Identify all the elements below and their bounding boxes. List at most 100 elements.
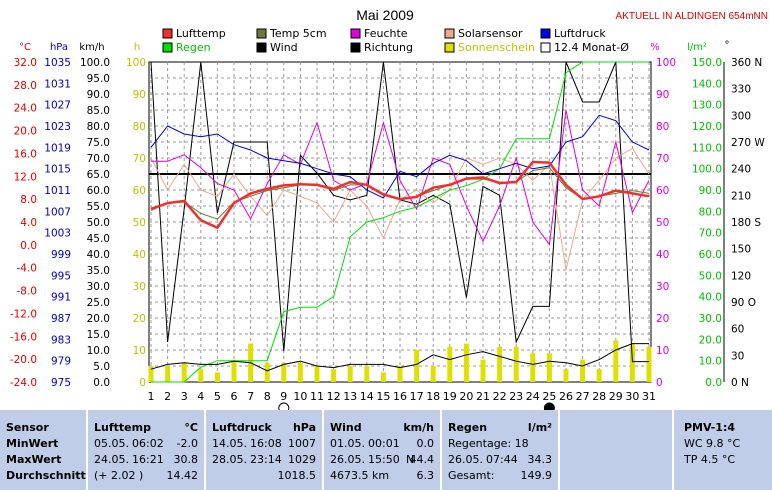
wind-tick-label: 20.0 [87, 313, 110, 325]
legend-label: Wind [270, 41, 298, 54]
sunshine-bar [497, 346, 503, 382]
luftdruck-unit: hPa [292, 421, 316, 434]
legend-label: Temp 5cm [269, 27, 327, 40]
h-tick-label: 30 [133, 281, 146, 293]
series-lines [150, 61, 650, 383]
temp-tick-label: -12.0 [10, 308, 37, 320]
x-tick-label: 26 [559, 390, 573, 403]
temp-tick-label: 4.0 [20, 217, 37, 229]
pct-tick-label: 90 [656, 89, 669, 101]
x-tick-label: 14 [360, 390, 374, 403]
sunshine-bar [214, 372, 220, 382]
regen-max-time: 07:44 [486, 453, 518, 466]
lufttemp-min-value: -2.0 [176, 437, 198, 450]
sunshine-bar [148, 366, 154, 382]
lufttemp-min-date: 05.05. [94, 437, 129, 450]
pct-tick-label: 30 [656, 281, 669, 293]
x-tick-label: 9 [280, 390, 287, 403]
regen-panel: Regen l/m² Regentage: 18 26.05. 07:44 34.3 … [442, 410, 560, 490]
x-tick-label: 24 [526, 390, 540, 403]
h-tick-label: 10 [133, 345, 146, 357]
press-unit-label: hPa [50, 42, 68, 53]
temp-tick-label: 12.0 [14, 171, 37, 183]
rain-tick-label: 140.0 [692, 78, 722, 90]
max-label: MaxWert [6, 453, 62, 466]
dir-tick-label: 90 O [731, 297, 756, 309]
luftdruck-min-value: 1007 [288, 437, 316, 450]
x-tick-label: 12 [327, 390, 341, 403]
sunshine-bar [629, 343, 635, 382]
h-tick-label: 20 [133, 313, 146, 325]
press-tick-label: 1031 [44, 78, 71, 90]
x-tick-label: 28 [592, 390, 606, 403]
sunshine-bar [596, 369, 602, 382]
press-tick-label: 1023 [44, 121, 71, 133]
x-tick-label: 31 [642, 390, 656, 403]
dir-tick-label: 300 [731, 110, 751, 122]
lufttemp-unit: °C [184, 421, 198, 434]
legend-swatch [350, 28, 361, 39]
lufttemp-head: Lufttemp [94, 421, 151, 434]
pct-tick-label: 100 [656, 57, 676, 69]
sunshine-bar [181, 362, 187, 382]
x-tick-label: 17 [410, 390, 424, 403]
x-tick-label: 13 [343, 390, 357, 403]
wind-tick-label: 40.0 [87, 249, 110, 261]
dir-tick-label: 210 [731, 190, 751, 202]
sunshine-bar [580, 359, 586, 382]
temp-tick-label: -24.0 [10, 377, 37, 389]
dir-tick-label: 270 W [731, 137, 765, 149]
rain-tick-label: 110.0 [692, 142, 722, 154]
pct-tick-label: 50 [656, 217, 669, 229]
lufttemp-panel: Lufttemp °C 05.05. 06:02 -2.0 24.05. 16:21 30… [88, 410, 206, 490]
wind-tick-label: 5.0 [93, 361, 110, 373]
wind-min-value: 0.0 [416, 437, 435, 450]
sunshine-bar [447, 346, 453, 382]
regen-max-value: 34.3 [527, 453, 553, 466]
temp-tick-label: 28.0 [14, 80, 37, 92]
temp-tick-label: -8.0 [17, 286, 38, 298]
wind-tick-label: 85.0 [87, 105, 110, 117]
pct-tick-label: 80 [656, 121, 669, 133]
wind-tick-label: 60.0 [87, 185, 110, 197]
pct-tick-label: 70 [656, 153, 669, 165]
rain-tick-label: 50.0 [699, 270, 722, 282]
luftdruck-panel: Luftdruck hPa 14.05. 16:08 1007 28.05. 23:14… [206, 410, 324, 490]
sunshine-bar [264, 362, 270, 382]
sunshine-bar [563, 369, 569, 382]
min-label: MinWert [6, 437, 59, 450]
h-tick-label: 90 [133, 89, 146, 101]
wind-min-date: 01.05. [330, 437, 365, 450]
pct-tick-label: 20 [656, 313, 669, 325]
pct-tick-label: 40 [656, 249, 669, 261]
table-labels-panel: Sensor MinWert MaxWert Durchschnitt [0, 410, 88, 490]
rain-tick-label: 130.0 [692, 100, 722, 112]
x-tick-label: 6 [231, 390, 238, 403]
rain-tick-label: 80.0 [699, 206, 722, 218]
day-marker-open [278, 402, 290, 410]
temp-tick-label: 0.0 [20, 240, 37, 252]
x-tick-label: 30 [625, 390, 639, 403]
sunshine-bar [165, 366, 171, 382]
press-tick-label: 983 [51, 334, 71, 346]
wind-max-date: 26.05. [330, 453, 365, 466]
press-tick-label: 995 [51, 270, 71, 282]
lufttemp-max-value: 30.8 [173, 453, 199, 466]
legend-label: Luftdruck [554, 27, 606, 40]
sunshine-bar [297, 362, 303, 382]
wind-tick-label: 50.0 [87, 217, 110, 229]
station-label: AKTUELL IN ALDINGEN 654mNN [616, 11, 768, 22]
luftdruck-min-time: 16:08 [250, 437, 282, 450]
press-tick-label: 991 [51, 292, 71, 304]
dir-tick-label: 120 [731, 270, 751, 282]
rain-tick-label: 70.0 [699, 228, 722, 240]
sunshine-bar [530, 353, 536, 382]
pct-tick-label: 10 [656, 345, 669, 357]
legend-swatch [162, 28, 173, 39]
wind-unit: km/h [403, 421, 434, 434]
wind-tick-label: 30.0 [87, 281, 110, 293]
press-tick-label: 987 [51, 313, 71, 325]
x-tick-label: 5 [214, 390, 221, 403]
dir-tick-label: 180 S [731, 217, 761, 229]
dir-tick-label: 30 [731, 350, 744, 362]
